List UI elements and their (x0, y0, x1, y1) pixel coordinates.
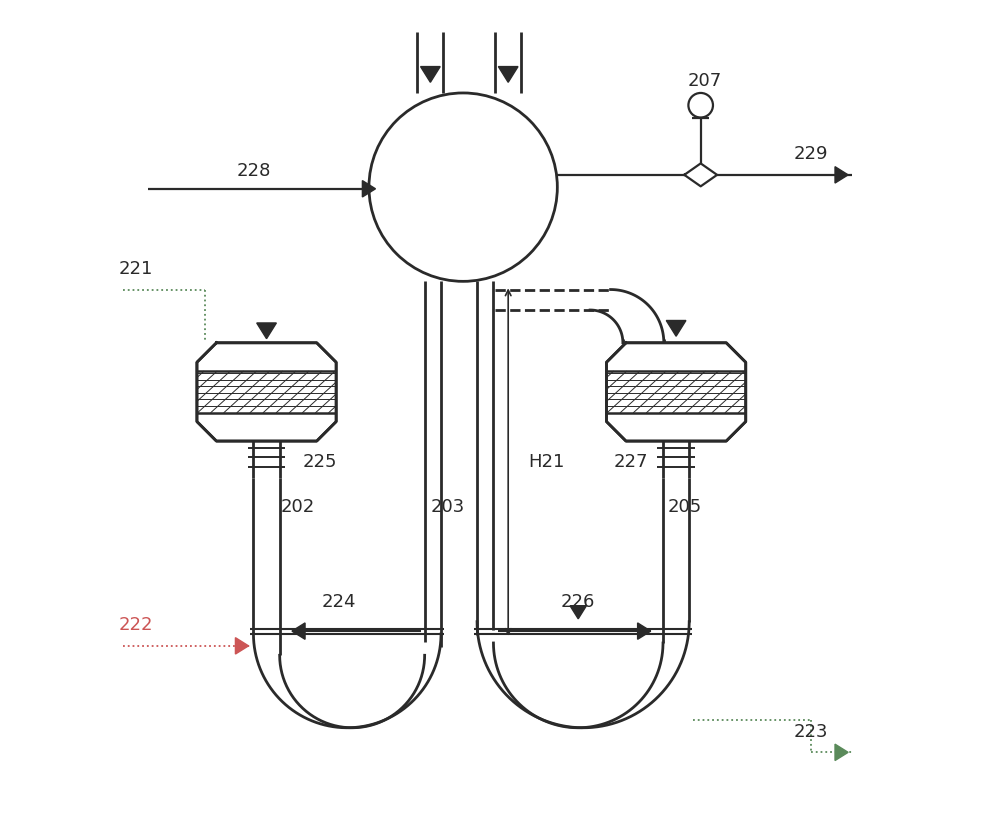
Text: 225: 225 (303, 452, 337, 471)
Circle shape (369, 93, 557, 282)
Text: H21: H21 (529, 453, 565, 471)
Polygon shape (606, 372, 746, 412)
Text: 205: 205 (667, 497, 701, 516)
Polygon shape (606, 343, 746, 441)
Polygon shape (257, 323, 276, 339)
Text: 227: 227 (614, 452, 648, 471)
Polygon shape (835, 744, 848, 761)
Text: 228: 228 (237, 162, 271, 180)
Polygon shape (292, 623, 305, 639)
Polygon shape (235, 637, 249, 654)
Polygon shape (638, 623, 651, 639)
Text: NL.: NL. (422, 163, 447, 178)
Polygon shape (835, 167, 848, 183)
Text: 203: 203 (430, 497, 465, 516)
Polygon shape (421, 67, 440, 82)
Polygon shape (498, 67, 518, 82)
Text: 224: 224 (322, 593, 356, 611)
Polygon shape (197, 372, 336, 412)
Text: 221: 221 (119, 260, 153, 278)
Text: 229: 229 (794, 146, 829, 163)
Text: 206: 206 (450, 153, 484, 172)
Polygon shape (197, 343, 336, 441)
Text: 226: 226 (561, 593, 595, 611)
Polygon shape (362, 181, 375, 197)
Text: 202: 202 (281, 497, 315, 516)
Text: 204: 204 (663, 371, 697, 389)
Polygon shape (570, 606, 586, 619)
Text: 223: 223 (794, 723, 829, 741)
Text: 207: 207 (688, 72, 722, 90)
Text: 222: 222 (119, 616, 154, 635)
Text: 201: 201 (254, 371, 288, 389)
Polygon shape (666, 321, 686, 337)
